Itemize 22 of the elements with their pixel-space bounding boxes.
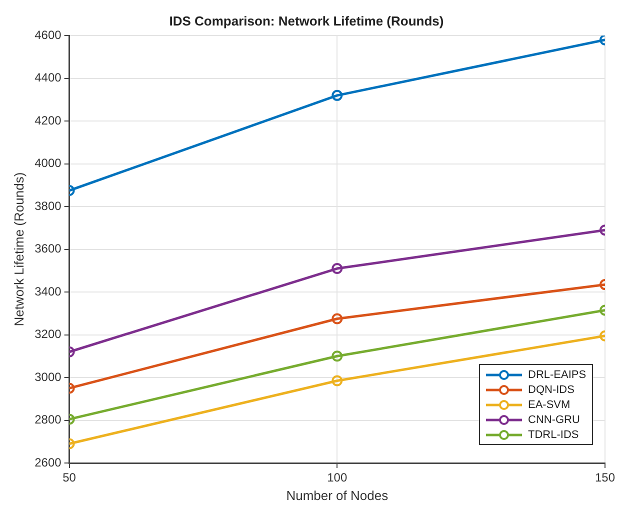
y-tick-label: 4400 xyxy=(34,70,62,85)
y-tick-label: 3600 xyxy=(34,242,62,256)
y-tick-label: 4200 xyxy=(34,113,62,128)
y-tick-label: 3800 xyxy=(34,198,62,213)
legend-label: EA-SVM xyxy=(528,398,570,410)
y-tick-label: 3000 xyxy=(34,370,62,384)
y-tick-label: 4000 xyxy=(34,156,62,170)
y-tick-label: 2800 xyxy=(34,412,62,427)
x-tick-label: 150 xyxy=(594,470,616,485)
y-tick-label: 2600 xyxy=(34,455,62,470)
x-axis-title: Number of Nodes xyxy=(286,488,389,503)
legend-label: TDRL-IDS xyxy=(528,428,579,440)
y-tick-label: 3400 xyxy=(34,284,62,298)
legend-label: DRL-EAIPS xyxy=(528,368,586,380)
x-tick-label: 100 xyxy=(327,470,348,485)
legend-label: CNN-GRU xyxy=(528,414,580,426)
y-tick-label: 3200 xyxy=(34,327,62,342)
legend-label: DQN-IDS xyxy=(528,384,574,396)
y-axis-title: Network Lifetime (Rounds) xyxy=(11,172,26,326)
chart-title: IDS Comparison: Network Lifetime (Rounds) xyxy=(169,13,444,28)
x-tick-label: 50 xyxy=(62,470,76,485)
y-tick-label: 4600 xyxy=(34,28,62,42)
